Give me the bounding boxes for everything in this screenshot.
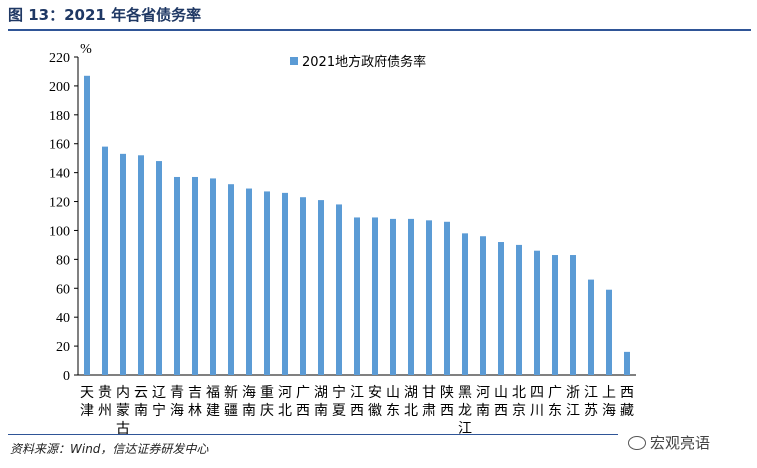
y-tick-label: 80 [56, 253, 70, 268]
watermark: 宏观亮语 [628, 432, 710, 453]
x-tick-label: 青海 [170, 385, 184, 419]
y-tick-label: 20 [56, 340, 70, 355]
x-tick-label: 海南 [242, 385, 256, 419]
x-tick-label: 江西 [350, 385, 364, 419]
bar [138, 155, 144, 375]
bar [156, 161, 162, 375]
x-tick-label: 宁夏 [332, 384, 346, 419]
bar [318, 200, 324, 375]
legend-swatch [290, 57, 298, 65]
y-tick-label: 200 [49, 80, 70, 95]
x-tick-label: 广东 [548, 385, 562, 419]
bar [498, 242, 504, 375]
x-tick-label: 甘肃 [422, 385, 436, 419]
x-tick-label: 吉林 [188, 385, 202, 419]
bar [588, 279, 594, 375]
bar [264, 191, 270, 375]
y-unit-label: % [80, 42, 92, 57]
x-tick-label: 江苏 [584, 385, 598, 419]
x-tick-label: 云南 [134, 385, 148, 419]
source-note: 资料来源：Wind，信达证券研发中心 [10, 442, 209, 456]
x-tick-label: 天津 [80, 385, 94, 419]
x-tick-label: 湖南 [314, 385, 328, 419]
x-tick-label: 贵州 [98, 385, 112, 419]
x-tick-label: 湖北 [404, 385, 418, 419]
bar [282, 192, 288, 375]
x-tick-label: 安徽 [368, 385, 382, 419]
bar [174, 176, 180, 375]
legend: 2021地方政府债务率 [290, 54, 426, 70]
x-axis-labels: 天津贵州内蒙古云南辽宁青海吉林福建新疆海南重庆河北广西湖南宁夏江西安徽山东湖北甘… [80, 384, 634, 437]
bar [570, 255, 576, 375]
bar [102, 146, 108, 375]
bar [516, 244, 522, 375]
y-tick-label: 60 [56, 282, 70, 297]
bar [444, 221, 450, 375]
bar [480, 236, 486, 375]
bar [552, 255, 558, 375]
x-tick-label: 上海 [602, 385, 616, 419]
x-tick-label: 北京 [512, 385, 526, 419]
y-tick-label: 180 [49, 109, 70, 124]
figure-title: 图 13：2021 年各省债务率 [8, 6, 202, 24]
bar [462, 233, 468, 375]
bars-group [84, 75, 630, 376]
bar [228, 184, 234, 375]
x-tick-label: 山东 [386, 385, 400, 419]
bar [210, 178, 216, 375]
wechat-icon [628, 435, 646, 450]
bar [192, 176, 198, 375]
bar [390, 218, 396, 375]
bar [624, 351, 630, 375]
y-tick-label: 100 [49, 224, 70, 239]
source-rule [8, 434, 618, 435]
bar [408, 218, 414, 375]
bar [534, 250, 540, 375]
x-tick-label: 广西 [296, 385, 310, 419]
y-tick-label: 140 [49, 167, 70, 182]
x-tick-label: 黑龙江 [458, 385, 472, 437]
x-tick-label: 浙江 [566, 385, 580, 419]
bar [426, 220, 432, 375]
x-tick-label: 重庆 [260, 385, 274, 419]
watermark-text: 宏观亮语 [650, 434, 711, 452]
x-tick-label: 辽宁 [152, 385, 166, 419]
bar [246, 188, 252, 375]
y-axis: 0 20 40 60 80 100 120 140 160 180 200 220% [49, 42, 636, 384]
y-tick-label: 120 [49, 196, 70, 211]
bar [606, 289, 612, 375]
x-tick-label: 新疆 [224, 385, 238, 419]
x-tick-label: 陕西 [440, 385, 454, 419]
y-tick-label: 0 [63, 369, 70, 384]
x-tick-label: 河南 [476, 385, 490, 419]
bar [84, 75, 90, 376]
bar [336, 204, 342, 375]
y-tick-label: 160 [49, 138, 70, 153]
x-tick-label: 河北 [278, 385, 292, 419]
y-tick-label: 220 [49, 51, 70, 66]
x-tick-label: 西藏 [620, 385, 634, 419]
bar [120, 153, 126, 375]
bar [354, 217, 360, 375]
x-tick-label: 内蒙古 [116, 385, 130, 437]
x-tick-label: 四川 [530, 385, 544, 419]
legend-label: 2021地方政府债务率 [302, 54, 426, 70]
title-rule [8, 29, 751, 31]
bar [372, 217, 378, 375]
x-tick-label: 福建 [206, 385, 220, 419]
x-tick-label: 山西 [494, 385, 508, 419]
y-tick-label: 40 [56, 311, 70, 326]
bar [300, 197, 306, 375]
